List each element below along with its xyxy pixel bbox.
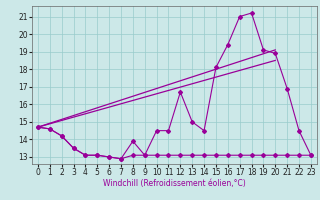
X-axis label: Windchill (Refroidissement éolien,°C): Windchill (Refroidissement éolien,°C) xyxy=(103,179,246,188)
